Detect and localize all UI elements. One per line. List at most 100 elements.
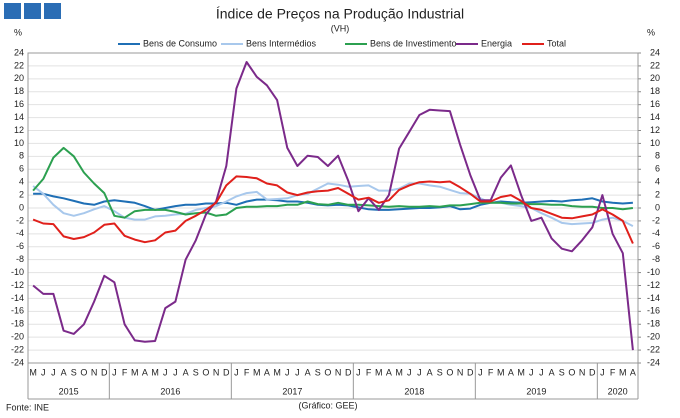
x-tick-label: M: [619, 367, 627, 377]
x-tick-label: F: [244, 367, 250, 377]
year-label: 2019: [526, 386, 546, 396]
y2-tick-label: 12: [650, 125, 660, 135]
x-tick-label: S: [193, 367, 199, 377]
y-tick-label: 18: [14, 86, 24, 96]
y-tick-label: 22: [14, 60, 24, 70]
source: Fonte: INE: [6, 402, 49, 412]
y-tick-label: 20: [14, 73, 24, 83]
x-tick-label: M: [151, 367, 159, 377]
logo-square: [44, 3, 61, 19]
year-label: 2017: [282, 386, 302, 396]
legend-label: Bens de Consumo: [143, 38, 217, 48]
x-tick-label: F: [488, 367, 494, 377]
y-tick-label: -22: [11, 344, 24, 354]
logo-square: [4, 3, 21, 19]
y2-tick-label: -20: [647, 332, 660, 342]
x-tick-label: J: [163, 367, 168, 377]
y2-tick-label: -8: [652, 254, 660, 264]
x-tick-label: M: [375, 367, 383, 377]
y2-tick-label: 0: [655, 202, 660, 212]
y-tick-label: -10: [11, 267, 24, 277]
year-label: 2018: [404, 386, 424, 396]
y2-tick-label: 24: [650, 47, 660, 57]
y2-tick-label: -24: [647, 357, 660, 367]
x-tick-label: J: [539, 367, 544, 377]
y2-tick-label: -4: [652, 228, 660, 238]
year-label: 2016: [160, 386, 180, 396]
x-tick-label: N: [91, 367, 98, 377]
x-tick-label: O: [202, 367, 209, 377]
y-tick-label: -6: [16, 241, 24, 251]
x-tick-label: A: [264, 367, 270, 377]
x-tick-label: M: [517, 367, 525, 377]
series-line: [32, 146, 634, 219]
y2-tick-label: 14: [650, 112, 660, 122]
x-tick-label: A: [427, 367, 433, 377]
chart-title: Índice de Preços na Produção Industrial: [216, 6, 464, 22]
x-tick-label: M: [395, 367, 403, 377]
x-tick-label: F: [610, 367, 616, 377]
y2-tick-label: 10: [650, 138, 660, 148]
series-line: [33, 192, 633, 211]
x-tick-label: J: [234, 367, 239, 377]
legend-label: Bens de Investimento: [370, 38, 457, 48]
x-tick-label: J: [478, 367, 483, 377]
x-tick-label: J: [407, 367, 412, 377]
y2-tick-label: 6: [655, 164, 660, 174]
y-tick-label: 6: [19, 164, 24, 174]
x-tick-label: O: [324, 367, 331, 377]
plot-frame: [27, 52, 639, 364]
y2-tick-label: 16: [650, 99, 660, 109]
y-tick-label: 16: [14, 99, 24, 109]
year-label: 2020: [608, 386, 628, 396]
y-tick-label: 4: [19, 177, 24, 187]
x-tick-label: N: [457, 367, 464, 377]
series-line: [32, 61, 634, 351]
x-tick-label: O: [568, 367, 575, 377]
y-tick-label: -12: [11, 280, 24, 290]
x-tick-label: A: [508, 367, 514, 377]
y-tick-label: -8: [16, 254, 24, 264]
x-tick-label: A: [386, 367, 392, 377]
x-tick-label: S: [559, 367, 565, 377]
y2-tick-label: -16: [647, 306, 660, 316]
y-tick-label: 10: [14, 138, 24, 148]
x-tick-label: M: [273, 367, 281, 377]
x-tick-label: N: [335, 367, 342, 377]
y2-tick-label: -22: [647, 344, 660, 354]
x-tick-label: M: [29, 367, 37, 377]
x-tick-label: A: [549, 367, 555, 377]
y-tick-label: -4: [16, 228, 24, 238]
x-tick-label: A: [630, 367, 636, 377]
x-tick-label: D: [101, 367, 108, 377]
y-tick-label: -20: [11, 332, 24, 342]
y2-tick-label: -14: [647, 293, 660, 303]
y-tick-label: -14: [11, 293, 24, 303]
x-tick-label: F: [366, 367, 372, 377]
y2-tick-label: -10: [647, 267, 660, 277]
y2-tick-label: 18: [650, 86, 660, 96]
y2-tick-label: -2: [652, 215, 660, 225]
logo-square: [24, 3, 41, 19]
y2-tick-label: -12: [647, 280, 660, 290]
year-label: 2015: [59, 386, 79, 396]
x-tick-label: J: [529, 367, 534, 377]
y-tick-label: -16: [11, 306, 24, 316]
legend-label: Energia: [481, 38, 512, 48]
chart-subtitle: (VH): [331, 23, 350, 33]
x-tick-label: A: [183, 367, 189, 377]
y2-tick-label: 8: [655, 151, 660, 161]
y-tick-label: 0: [19, 202, 24, 212]
x-tick-label: M: [131, 367, 139, 377]
x-tick-label: S: [437, 367, 443, 377]
x-tick-label: M: [253, 367, 261, 377]
x-tick-label: N: [579, 367, 586, 377]
y-tick-label: -2: [16, 215, 24, 225]
x-tick-label: M: [497, 367, 505, 377]
x-tick-label: O: [80, 367, 87, 377]
x-tick-label: D: [223, 367, 230, 377]
x-tick-label: D: [345, 367, 352, 377]
legend-label: Total: [547, 38, 566, 48]
y2-tick-label: 22: [650, 60, 660, 70]
y-tick-label: -18: [11, 319, 24, 329]
